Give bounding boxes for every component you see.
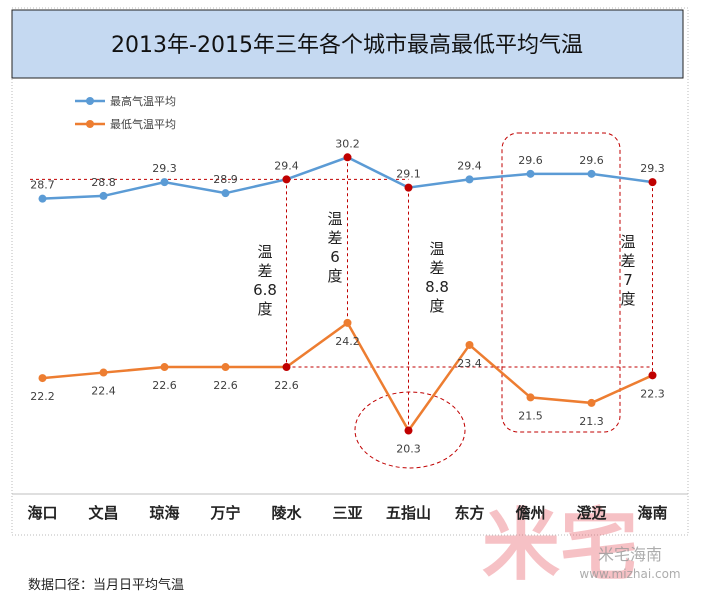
point <box>160 363 169 372</box>
point <box>526 393 535 402</box>
value-label: 22.6 <box>274 379 299 392</box>
value-label: 22.4 <box>91 385 116 398</box>
x-tick-label: 陵水 <box>271 504 302 522</box>
value-label: 23.4 <box>457 357 482 370</box>
watermark-name: 米宅海南 <box>598 545 662 564</box>
point <box>465 340 474 349</box>
x-tick-label: 三亚 <box>332 504 362 522</box>
x-tick-label: 澄迈 <box>576 504 606 522</box>
point <box>526 169 535 178</box>
value-label: 29.4 <box>274 159 299 172</box>
point <box>648 178 657 187</box>
point <box>38 374 47 383</box>
value-label: 29.3 <box>152 162 177 175</box>
annotation: 温差6.8度 <box>253 243 277 318</box>
value-label: 22.6 <box>152 379 177 392</box>
footnote: 数据口径：当月日平均气温 <box>28 577 184 593</box>
value-label: 20.3 <box>396 443 421 456</box>
x-tick-label: 东方 <box>454 504 484 522</box>
point <box>99 368 108 377</box>
value-label: 22.6 <box>213 379 238 392</box>
value-label: 29.1 <box>396 168 421 181</box>
x-tick-label: 琼海 <box>149 504 179 522</box>
chart-title: 2013年-2015年三年各个城市最高最低平均气温 <box>111 33 583 58</box>
annotation: 温差6度 <box>327 210 343 285</box>
legend-marker <box>86 120 94 128</box>
x-tick-label: 海口 <box>27 504 57 522</box>
value-label: 29.6 <box>579 154 604 167</box>
x-tick-label: 儋州 <box>515 504 545 522</box>
highlight-box <box>501 132 621 433</box>
legend-label: 最高气温平均 <box>110 94 176 108</box>
legend-label: 最低气温平均 <box>110 117 176 131</box>
value-label: 29.3 <box>640 162 665 175</box>
value-label: 22.3 <box>640 387 665 400</box>
x-tick-label: 文昌 <box>88 504 118 522</box>
title-box <box>11 9 684 79</box>
point <box>404 426 413 435</box>
point <box>587 169 596 178</box>
highlight-ellipse <box>354 391 466 469</box>
point <box>282 175 291 184</box>
point <box>343 318 352 327</box>
value-label: 28.8 <box>91 176 116 189</box>
point <box>587 398 596 407</box>
value-label: 28.9 <box>213 173 238 186</box>
value-label: 24.2 <box>335 335 360 348</box>
point <box>221 363 230 372</box>
point <box>99 191 108 200</box>
chart-frame <box>11 7 689 536</box>
value-label: 21.3 <box>579 415 604 428</box>
point <box>282 363 291 372</box>
value-label: 21.5 <box>518 409 543 422</box>
legend-marker <box>86 97 94 105</box>
watermark-logo: 米宅 <box>482 501 638 591</box>
value-label: 28.7 <box>30 179 55 192</box>
x-tick-label: 海南 <box>637 504 667 522</box>
value-label: 30.2 <box>335 137 360 150</box>
point <box>404 183 413 192</box>
point <box>648 371 657 380</box>
point <box>160 178 169 187</box>
annotation: 温差7度 <box>620 233 636 308</box>
point <box>38 194 47 203</box>
point <box>343 153 352 162</box>
watermark-url: www.mizhai.com <box>579 567 680 581</box>
point <box>221 189 230 198</box>
value-label: 22.2 <box>30 390 55 403</box>
value-label: 29.6 <box>518 154 543 167</box>
x-tick-label: 五指山 <box>386 504 431 522</box>
point <box>465 175 474 184</box>
value-label: 29.4 <box>457 159 482 172</box>
annotation: 温差8.8度 <box>425 240 449 315</box>
x-tick-label: 万宁 <box>209 504 240 522</box>
